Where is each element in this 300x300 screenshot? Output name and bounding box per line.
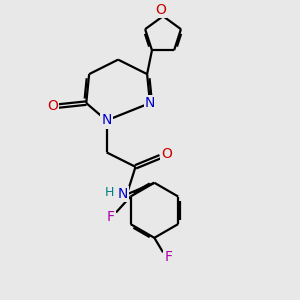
Text: F: F — [107, 210, 115, 224]
Text: F: F — [164, 250, 172, 264]
Text: O: O — [161, 147, 172, 161]
Text: O: O — [47, 99, 58, 113]
Text: N: N — [101, 113, 112, 128]
Text: O: O — [155, 3, 166, 17]
Text: N: N — [117, 188, 128, 201]
Text: N: N — [145, 96, 155, 110]
Text: H: H — [105, 186, 114, 200]
